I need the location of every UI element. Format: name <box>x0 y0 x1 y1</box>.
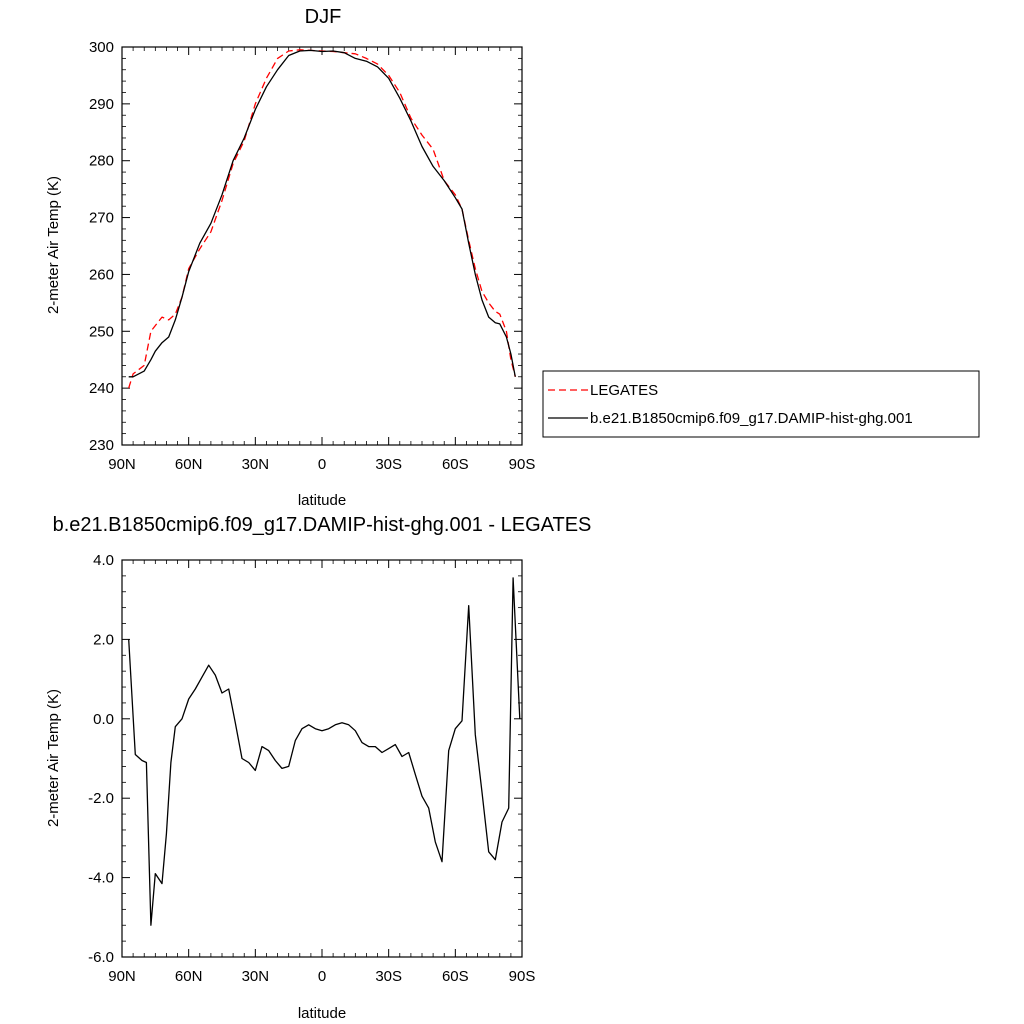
axis-ticks: 90N 60N 30N 0 30S 60S 90S 230 240 250 260 270 280 290… <box>89 39 535 473</box>
x-tick-label: 90N <box>108 456 136 473</box>
series-line-1 <box>128 49 516 378</box>
x-tick-label: 60N <box>175 968 203 985</box>
y-axis-label: 2-meter Air Temp (K) <box>45 176 62 314</box>
x-axis-label: latitude <box>298 492 346 509</box>
legend-label-legates: LEGATES <box>590 382 658 399</box>
chart-title: DJF <box>305 6 342 28</box>
x-tick-label: 90N <box>108 968 136 985</box>
x-tick-label: 30N <box>242 456 270 473</box>
plot-lines <box>128 577 521 926</box>
y-tick-label: 0.0 <box>93 711 114 728</box>
y-tick-label: 290 <box>89 96 114 113</box>
legend: LEGATES b.e21.B1850cmip6.f09_g17.DAMIP-h… <box>542 370 980 438</box>
chart-title: b.e21.B1850cmip6.f09_g17.DAMIP-hist-ghg.… <box>53 514 592 536</box>
x-tick-label: 30S <box>375 456 402 473</box>
legend-label-model: b.e21.B1850cmip6.f09_g17.DAMIP-hist-ghg.… <box>590 410 913 427</box>
series-line-0 <box>128 577 521 926</box>
y-tick-label: 4.0 <box>93 552 114 569</box>
y-tick-label: -4.0 <box>88 870 114 887</box>
x-tick-label: 30N <box>242 968 270 985</box>
series-line-0 <box>128 49 516 389</box>
y-tick-label: -2.0 <box>88 790 114 807</box>
top-panel-djf: DJF 2-meter Air Temp (K) latitude 90N 60N… <box>45 6 535 509</box>
plot-frame <box>121 559 523 958</box>
y-axis-label: 2-meter Air Temp (K) <box>45 689 62 827</box>
y-tick-label: 240 <box>89 380 114 397</box>
y-tick-label: 300 <box>89 39 114 56</box>
y-tick-label: -6.0 <box>88 949 114 966</box>
x-tick-label: 30S <box>375 968 402 985</box>
x-tick-label: 90S <box>509 968 536 985</box>
plot-lines <box>128 49 516 389</box>
y-tick-label: 270 <box>89 210 114 227</box>
x-tick-label: 60S <box>442 456 469 473</box>
x-tick-label: 0 <box>318 968 326 985</box>
x-axis-label: latitude <box>298 1005 346 1022</box>
y-tick-label: 250 <box>89 323 114 340</box>
y-tick-label: 230 <box>89 437 114 454</box>
y-tick-label: 260 <box>89 266 114 283</box>
x-tick-label: 60N <box>175 456 203 473</box>
bottom-panel-difference: b.e21.B1850cmip6.f09_g17.DAMIP-hist-ghg.… <box>45 514 591 1022</box>
legend-box <box>542 370 980 438</box>
x-tick-label: 60S <box>442 968 469 985</box>
x-tick-label: 90S <box>509 456 536 473</box>
plot-frame <box>121 46 523 446</box>
x-tick-label: 0 <box>318 456 326 473</box>
y-tick-label: 280 <box>89 153 114 170</box>
y-tick-label: 2.0 <box>93 631 114 648</box>
